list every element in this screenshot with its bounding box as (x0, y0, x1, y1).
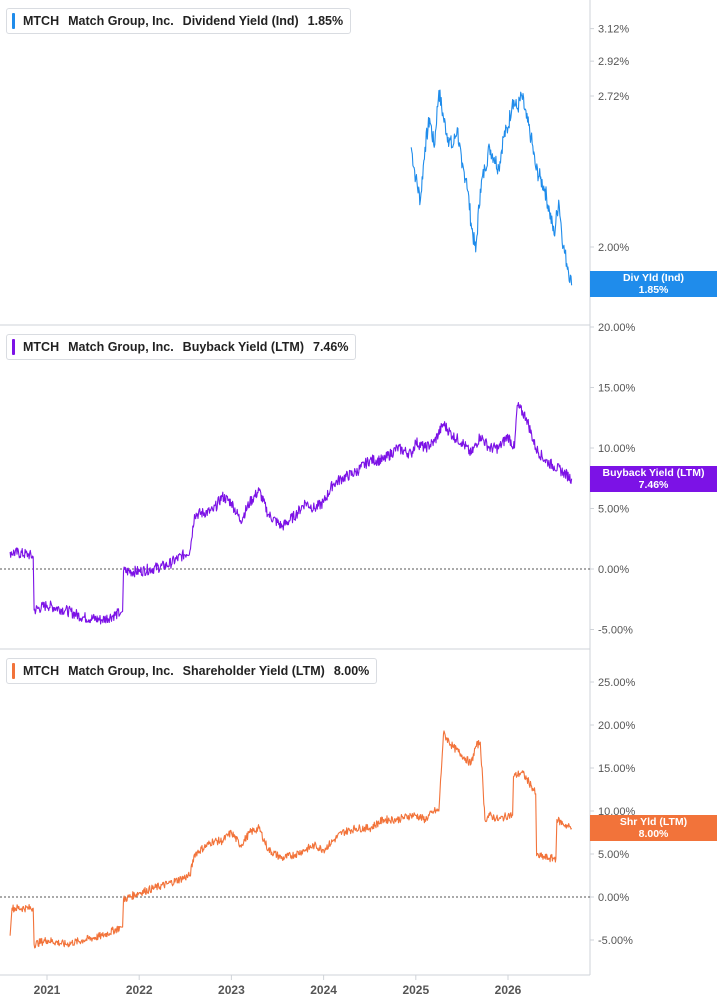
legend-swatch (12, 339, 15, 355)
series-line-0 (410, 89, 573, 286)
tag-value: 7.46% (638, 479, 669, 491)
legend-shareholder[interactable]: MTCH Match Group, Inc. Shareholder Yield… (6, 658, 378, 684)
x-tick-label: 2025 (402, 983, 429, 997)
y-tick-label: 2.92% (598, 56, 629, 68)
legend-ticker: MTCH (23, 340, 60, 354)
legend-ticker: MTCH (23, 664, 60, 678)
legend-company: Match Group, Inc. (68, 14, 174, 28)
series-layer (9, 89, 573, 949)
y-tick-label: 5.00% (598, 504, 629, 516)
last-value-tag-buyback: Buyback Yield (LTM) 7.46% (590, 466, 717, 492)
legend-ticker: MTCH (23, 14, 60, 28)
last-value-tag-dividend: Div Yld (Ind) 1.85% (590, 271, 717, 297)
x-tick-label: 2022 (126, 983, 153, 997)
y-tick-label: 25.00% (598, 677, 636, 689)
tag-label: Shr Yld (LTM) (619, 816, 688, 828)
legend-value: 8.00% (333, 664, 370, 678)
x-tick-label: 2023 (218, 983, 245, 997)
y-tick-label: 15.00% (598, 383, 636, 395)
y-tick-label: -5.00% (598, 625, 633, 637)
legend-metric: Buyback Yield (LTM) (182, 340, 304, 354)
y-tick-label: 2.72% (598, 91, 629, 103)
x-tick-label: 2026 (495, 983, 522, 997)
y-tick-label: -5.00% (598, 935, 633, 947)
y-tick-label: 20.00% (598, 720, 636, 732)
legend-metric: Shareholder Yield (LTM) (182, 664, 325, 678)
tag-value: 1.85% (638, 284, 669, 296)
legend-company: Match Group, Inc. (68, 664, 174, 678)
y-tick-label: 0.00% (598, 564, 629, 576)
last-value-tag-shareholder: Shr Yld (LTM) 8.00% (590, 815, 717, 841)
y-tick-label: 2.00% (598, 242, 629, 254)
y-tick-label: 15.00% (598, 763, 636, 775)
legend-company: Match Group, Inc. (68, 340, 174, 354)
series-line-2 (9, 730, 573, 949)
x-tick-label: 2021 (34, 983, 61, 997)
y-tick-label: 5.00% (598, 849, 629, 861)
legend-buyback[interactable]: MTCH Match Group, Inc. Buyback Yield (LT… (6, 334, 357, 360)
legend-dividend[interactable]: MTCH Match Group, Inc. Dividend Yield (I… (6, 8, 352, 34)
legend-swatch (12, 13, 15, 29)
tag-label: Div Yld (Ind) (622, 272, 685, 284)
legend-value: 1.85% (307, 14, 344, 28)
series-line-1 (9, 401, 573, 625)
tag-label: Buyback Yield (LTM) (602, 467, 705, 479)
y-tick-label: 20.00% (598, 322, 636, 334)
tag-value: 8.00% (638, 828, 669, 840)
legend-metric: Dividend Yield (Ind) (182, 14, 299, 28)
y-tick-label: 3.12% (598, 24, 629, 36)
legend-value: 7.46% (313, 340, 349, 354)
y-tick-label: 10.00% (598, 443, 636, 455)
x-tick-label: 2024 (310, 983, 337, 997)
y-tick-label: 0.00% (598, 892, 629, 904)
legend-swatch (12, 663, 15, 679)
